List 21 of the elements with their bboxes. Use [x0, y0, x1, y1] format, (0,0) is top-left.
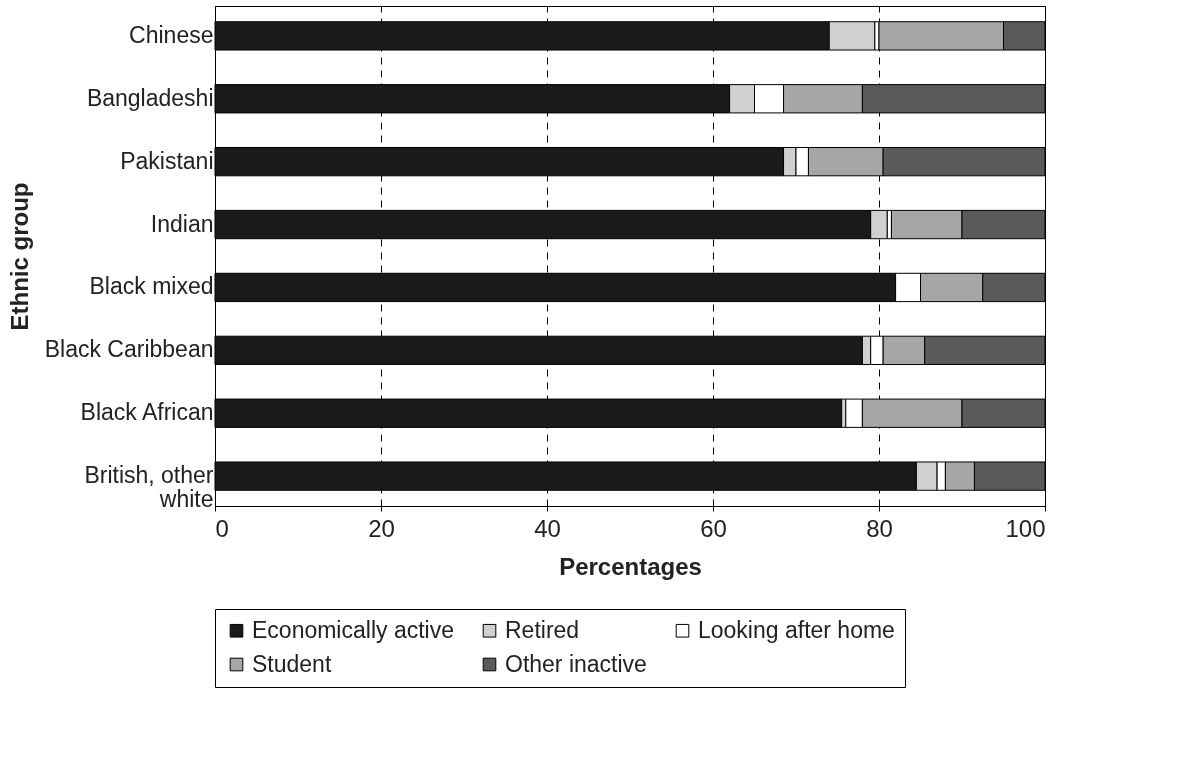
y-tick-label: Pakistani — [120, 147, 214, 174]
x-tick-label: 0 — [215, 514, 229, 542]
legend-label: Student — [252, 650, 332, 677]
legend-label: Economically active — [252, 616, 454, 643]
y-tick-label: Black Caribbean — [44, 336, 214, 363]
x-tick-label: 80 — [866, 514, 893, 542]
y-tick-label: Black African — [80, 399, 214, 426]
y-axis-title: Ethnic group — [5, 182, 33, 331]
legend-label: Looking after home — [698, 616, 895, 643]
y-tick-label: Chinese — [129, 21, 214, 48]
y-tick-label: British, other white — [84, 462, 214, 513]
y-tick-label: Indian — [150, 210, 214, 237]
x-tick-label: 100 — [1005, 514, 1046, 542]
legend-label: Retired — [505, 616, 580, 643]
y-tick-label: Black mixed — [89, 273, 214, 300]
x-tick-label: 60 — [700, 514, 727, 542]
x-tick-label: 20 — [368, 514, 395, 542]
y-tick-label: Bangladeshi — [86, 84, 214, 111]
legend-label: Other inactive — [505, 650, 647, 677]
x-axis-title: Percentages — [559, 552, 702, 580]
x-tick-label: 40 — [534, 514, 561, 542]
